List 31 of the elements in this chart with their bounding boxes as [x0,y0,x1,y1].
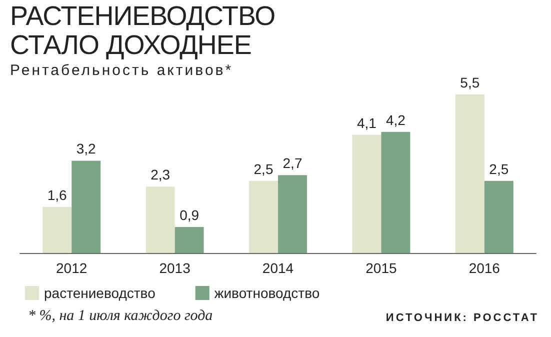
data-label: 5,5 [460,74,480,90]
bar [381,132,410,253]
x-tick-label: 2014 [262,260,294,276]
x-tick-label: 2012 [56,260,88,276]
x-tick-label: 2013 [159,260,191,276]
data-label: 1,6 [47,186,68,203]
bar [352,134,382,253]
bar [146,186,175,253]
data-label: 3,2 [76,140,96,157]
data-label: 2,5 [254,160,274,177]
text: ИСТОЧНИК: РОССТАТ [386,312,539,324]
data-label: 2,3 [150,166,170,183]
bar [174,227,204,253]
legend-label: животноводство [214,285,320,301]
data-label: 4,2 [386,112,406,128]
bar [249,180,278,253]
x-tick-label: 2015 [366,260,397,276]
bar [278,175,307,253]
data-label: 2,5 [489,160,509,177]
x-tick-label: 2016 [468,260,500,276]
legend-label: растениеводство [44,285,156,301]
chart-subtitle: Рентабельность активов* [10,62,234,79]
text: * %, на 1 июля каждого года [28,308,213,325]
chart-title: РАСТЕНИЕВОДСТВО СТАЛО ДОХОДНЕЕ [10,1,276,60]
bar [72,160,101,253]
data-label: 0,9 [180,207,200,224]
data-label: 2,7 [282,155,302,172]
bar [42,206,72,253]
bar [484,180,514,253]
bar [455,94,484,253]
data-label: 4,1 [356,114,377,131]
